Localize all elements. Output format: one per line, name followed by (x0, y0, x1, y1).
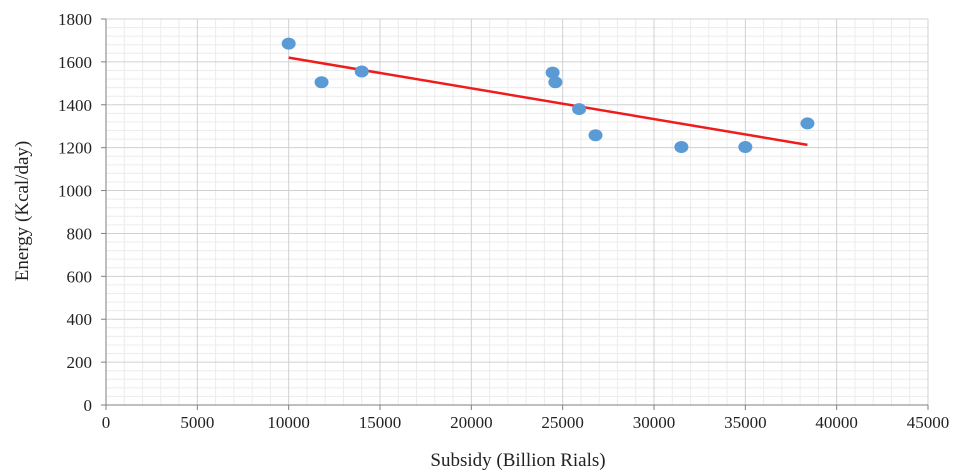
data-point (588, 129, 603, 142)
x-tick-label: 0 (102, 413, 111, 432)
data-point (738, 141, 753, 154)
x-tick-label: 45000 (907, 413, 950, 432)
data-point (281, 37, 296, 50)
x-tick-label: 30000 (633, 413, 676, 432)
data-point (800, 117, 815, 130)
y-tick-label: 800 (67, 224, 93, 243)
data-point (545, 66, 560, 79)
x-tick-label: 20000 (450, 413, 493, 432)
x-tick-label: 25000 (541, 413, 584, 432)
y-axis-title: Energy (Kcal/day) (12, 141, 33, 282)
trendline-layer (288, 56, 808, 147)
y-tick-label: 1400 (58, 96, 92, 115)
grid (106, 18, 929, 405)
y-tick-label: 1200 (58, 139, 92, 158)
tick-labels: 0 5000 10000 15000 20000 25000 30000 35000 40000… (58, 10, 949, 432)
x-tick-label: 35000 (724, 413, 767, 432)
axes (101, 18, 929, 410)
y-tick-label: 200 (67, 353, 93, 372)
x-axis-title: Subsidy (Billion Rials) (430, 450, 605, 470)
x-tick-label: 40000 (815, 413, 858, 432)
x-tick-label: 15000 (359, 413, 402, 432)
x-tick-label: 10000 (267, 413, 310, 432)
y-tick-label: 1000 (58, 182, 92, 201)
y-tick-label: 600 (67, 267, 93, 286)
trendline (288, 56, 808, 147)
data-point (314, 76, 329, 89)
y-tick-label: 0 (84, 396, 93, 415)
data-point (572, 103, 587, 116)
data-point (354, 65, 369, 78)
data-point (548, 76, 563, 89)
y-tick-label: 1600 (58, 53, 92, 72)
y-tick-label: 1800 (58, 10, 92, 29)
y-tick-label: 400 (67, 310, 93, 329)
data-point (674, 141, 689, 154)
data-points (281, 37, 815, 154)
x-tick-label: 5000 (180, 413, 214, 432)
